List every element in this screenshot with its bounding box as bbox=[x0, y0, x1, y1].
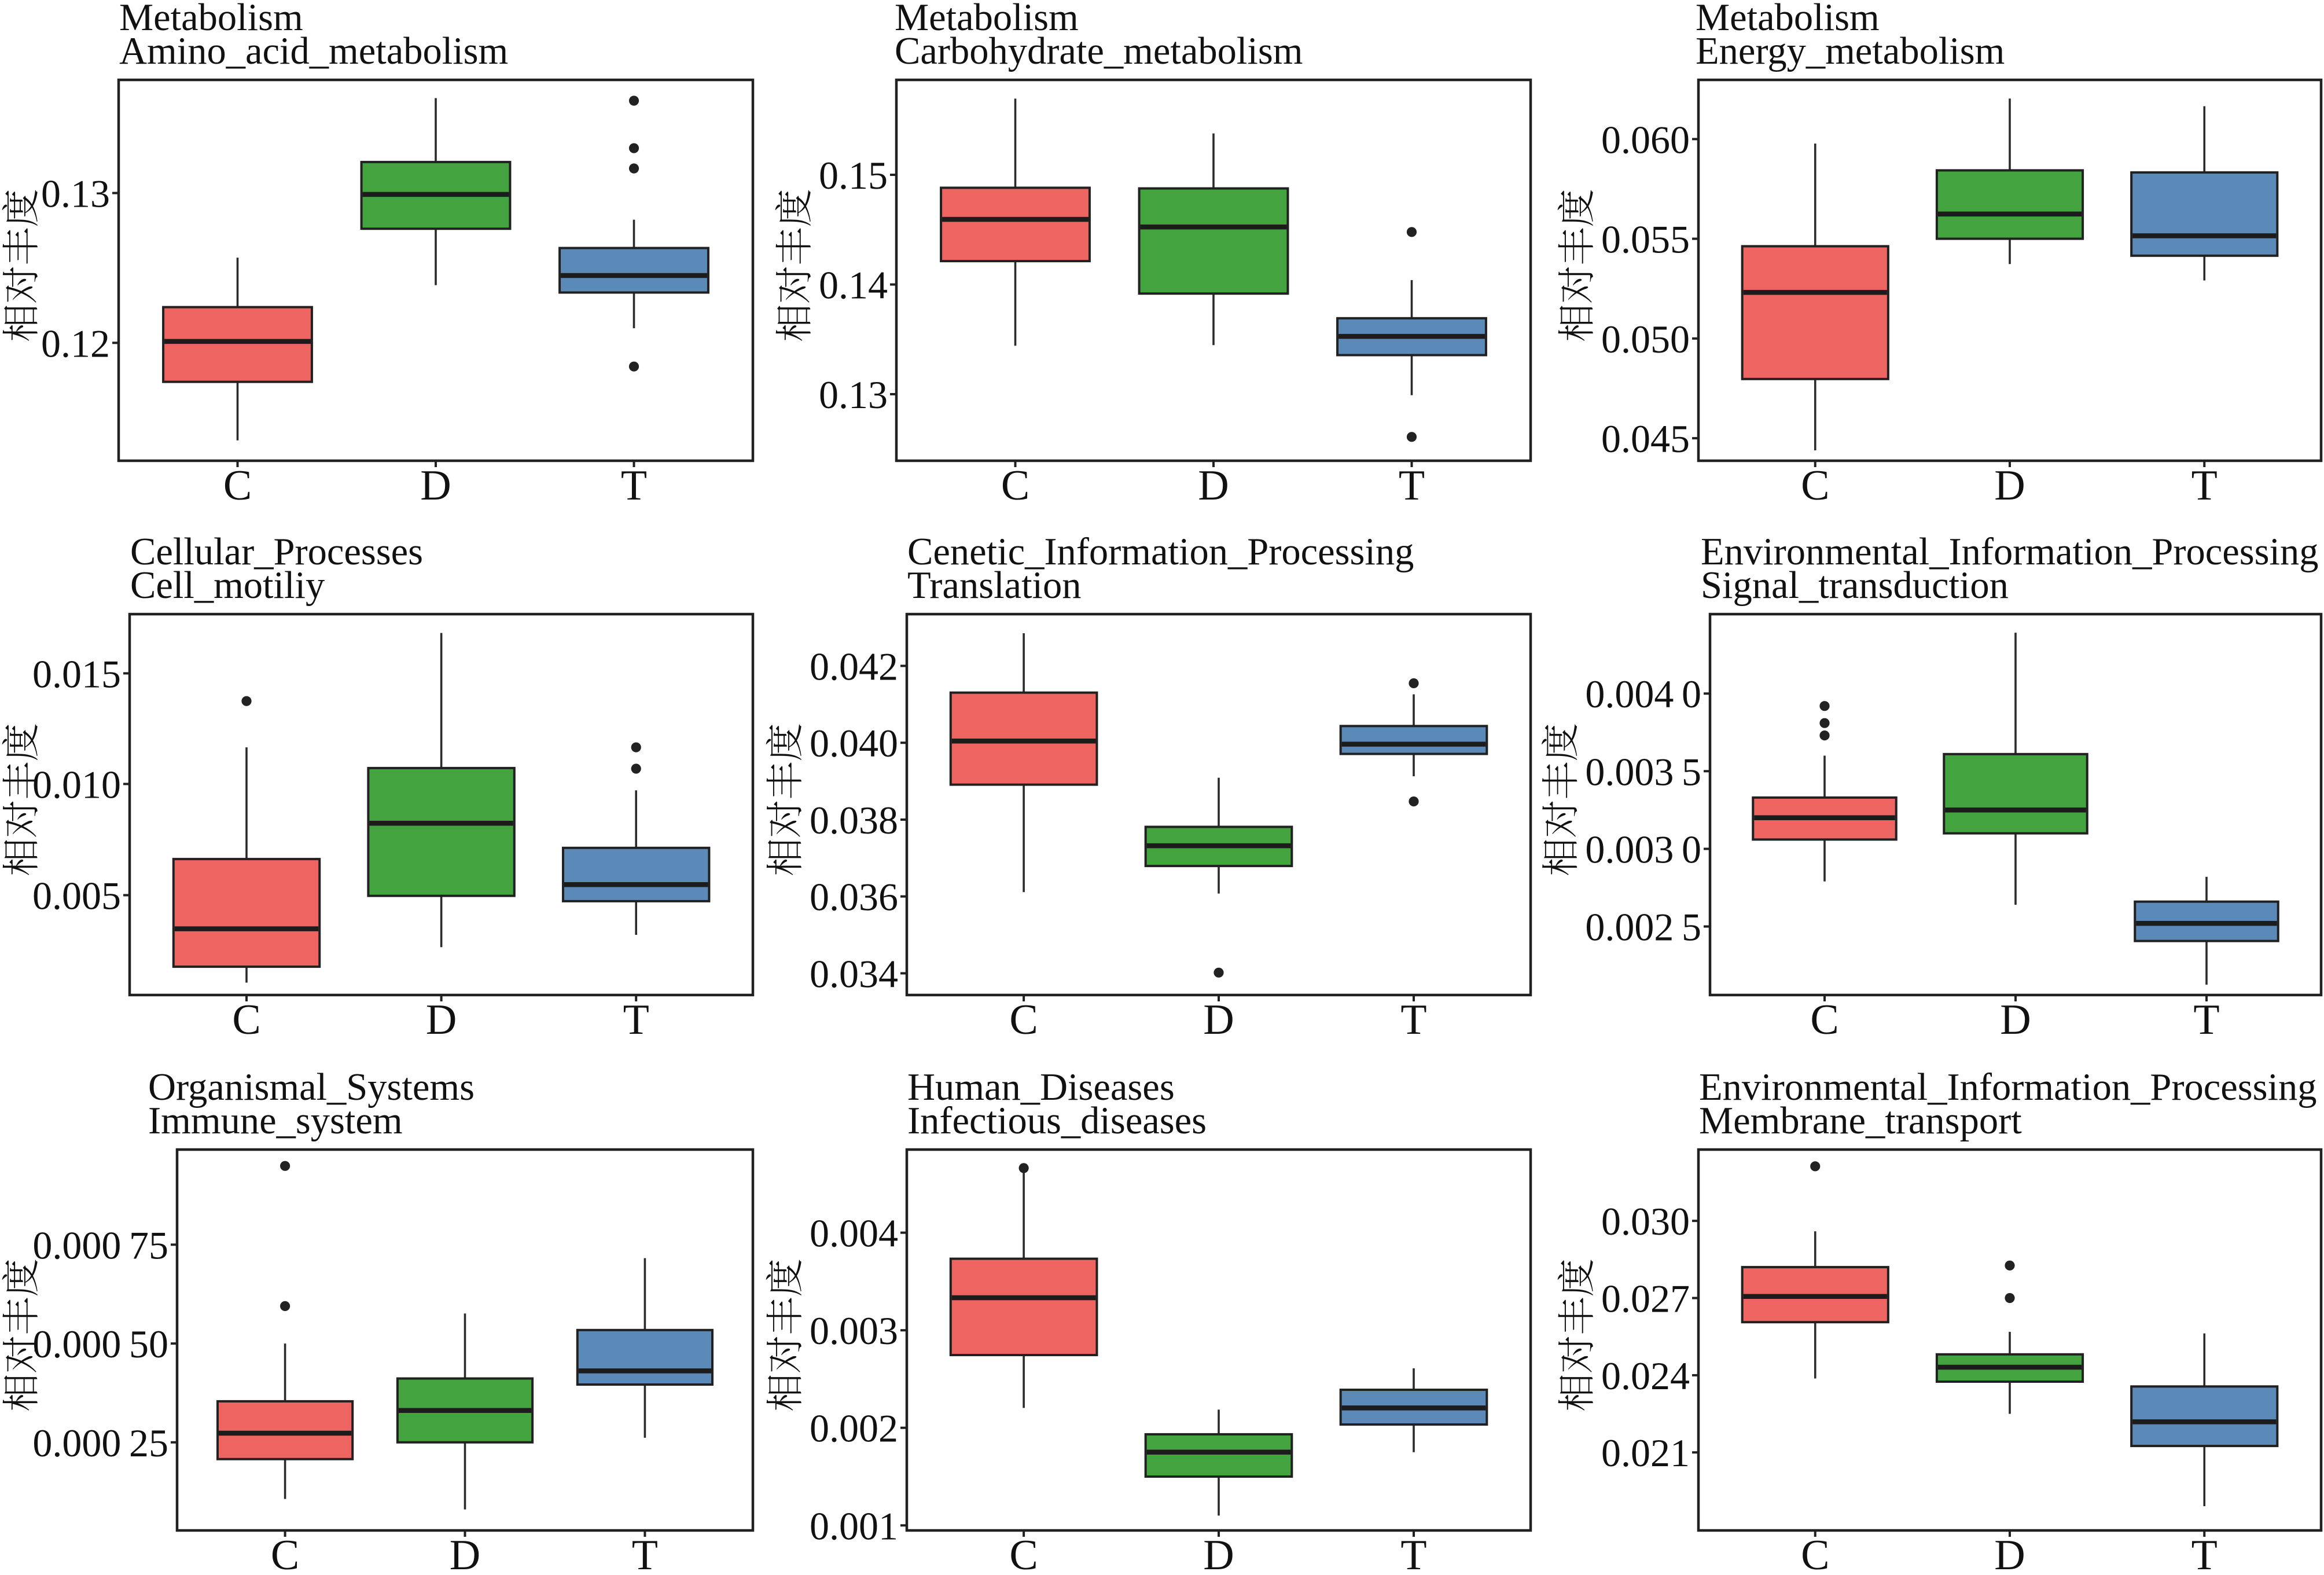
svg-text:Metabolism: Metabolism bbox=[119, 0, 303, 39]
svg-text:0.002 5: 0.002 5 bbox=[1585, 905, 1701, 949]
svg-text:D: D bbox=[1203, 996, 1234, 1044]
svg-text:Environmental_Information_Proc: Environmental_Information_Processing bbox=[1701, 531, 2318, 573]
svg-text:Cell_motiliy: Cell_motiliy bbox=[130, 564, 325, 607]
svg-text:T: T bbox=[623, 996, 649, 1044]
svg-text:0.15: 0.15 bbox=[819, 153, 888, 197]
svg-text:C: C bbox=[1801, 1532, 1829, 1575]
svg-text:D: D bbox=[1994, 462, 2025, 509]
svg-text:0.038: 0.038 bbox=[810, 798, 898, 842]
svg-text:D: D bbox=[1203, 1532, 1234, 1575]
svg-text:D: D bbox=[1198, 462, 1229, 509]
svg-text:Carbohydrate_metabolism: Carbohydrate_metabolism bbox=[895, 30, 1303, 72]
svg-text:T: T bbox=[2193, 996, 2219, 1044]
svg-text:0.036: 0.036 bbox=[810, 875, 898, 919]
svg-text:T: T bbox=[632, 1532, 658, 1575]
svg-text:Human_Diseases: Human_Diseases bbox=[907, 1066, 1175, 1108]
svg-text:0.060: 0.060 bbox=[1601, 118, 1690, 161]
svg-text:C: C bbox=[1801, 462, 1829, 509]
svg-text:0.021: 0.021 bbox=[1601, 1431, 1690, 1475]
svg-text:0.042: 0.042 bbox=[810, 644, 898, 688]
svg-text:0.004 0: 0.004 0 bbox=[1585, 672, 1701, 716]
svg-text:C: C bbox=[232, 996, 260, 1044]
svg-text:0.13: 0.13 bbox=[819, 373, 888, 417]
svg-text:0.030: 0.030 bbox=[1601, 1199, 1690, 1243]
svg-text:Signal_transduction: Signal_transduction bbox=[1701, 564, 2009, 607]
svg-text:T: T bbox=[1400, 1532, 1426, 1575]
svg-text:Organismal_Systems: Organismal_Systems bbox=[148, 1066, 475, 1108]
svg-text:D: D bbox=[1994, 1532, 2025, 1575]
svg-text:Cellular_Processes: Cellular_Processes bbox=[130, 531, 423, 573]
svg-text:0.050: 0.050 bbox=[1601, 317, 1690, 361]
svg-text:Environmental_Information_Proc: Environmental_Information_Processing bbox=[1699, 1066, 2316, 1108]
svg-text:C: C bbox=[271, 1532, 299, 1575]
svg-text:0.13: 0.13 bbox=[41, 172, 110, 216]
svg-text:0.015: 0.015 bbox=[32, 652, 121, 696]
svg-text:T: T bbox=[2191, 1532, 2218, 1575]
svg-text:0.004: 0.004 bbox=[810, 1211, 898, 1255]
svg-text:C: C bbox=[1001, 462, 1029, 509]
svg-text:Amino_acid_metabolism: Amino_acid_metabolism bbox=[119, 30, 508, 72]
svg-text:Energy_metabolism: Energy_metabolism bbox=[1696, 30, 2005, 72]
svg-text:0.14: 0.14 bbox=[819, 263, 888, 307]
svg-text:0.000 50: 0.000 50 bbox=[32, 1322, 168, 1366]
svg-text:0.024: 0.024 bbox=[1601, 1354, 1690, 1398]
svg-text:0.005: 0.005 bbox=[32, 874, 121, 918]
svg-text:0.003 5: 0.003 5 bbox=[1585, 750, 1701, 794]
svg-text:Infectious_diseases: Infectious_diseases bbox=[907, 1100, 1207, 1142]
svg-text:0.12: 0.12 bbox=[41, 321, 110, 365]
svg-text:T: T bbox=[1400, 996, 1426, 1044]
svg-text:0.010: 0.010 bbox=[32, 762, 121, 806]
svg-text:C: C bbox=[1810, 996, 1838, 1044]
svg-text:0.034: 0.034 bbox=[810, 952, 898, 996]
svg-text:T: T bbox=[2191, 462, 2218, 509]
svg-text:0.001: 0.001 bbox=[810, 1504, 898, 1548]
svg-text:Cenetic_Information_Processing: Cenetic_Information_Processing bbox=[907, 531, 1414, 573]
svg-text:Membrane_transport: Membrane_transport bbox=[1699, 1100, 2022, 1142]
svg-text:0.000 75: 0.000 75 bbox=[32, 1223, 168, 1267]
svg-text:0.027: 0.027 bbox=[1601, 1277, 1690, 1321]
svg-text:D: D bbox=[2000, 996, 2031, 1044]
svg-text:Metabolism: Metabolism bbox=[895, 0, 1079, 39]
svg-text:0.040: 0.040 bbox=[810, 721, 898, 765]
svg-text:T: T bbox=[621, 462, 647, 509]
svg-text:0.003: 0.003 bbox=[810, 1309, 898, 1353]
svg-text:C: C bbox=[1009, 996, 1038, 1044]
svg-text:D: D bbox=[426, 996, 457, 1044]
svg-text:Immune_system: Immune_system bbox=[148, 1100, 403, 1142]
svg-text:Metabolism: Metabolism bbox=[1696, 0, 1880, 39]
svg-text:C: C bbox=[1009, 1532, 1038, 1575]
svg-text:0.000 25: 0.000 25 bbox=[32, 1421, 168, 1465]
svg-text:D: D bbox=[450, 1532, 480, 1575]
svg-text:Translation: Translation bbox=[907, 564, 1082, 607]
svg-text:D: D bbox=[420, 462, 451, 509]
svg-text:0.002: 0.002 bbox=[810, 1407, 898, 1451]
svg-text:0.003 0: 0.003 0 bbox=[1585, 828, 1701, 872]
svg-text:T: T bbox=[1399, 462, 1425, 509]
svg-text:C: C bbox=[223, 462, 252, 509]
svg-text:0.045: 0.045 bbox=[1601, 417, 1690, 461]
svg-text:0.055: 0.055 bbox=[1601, 218, 1690, 262]
